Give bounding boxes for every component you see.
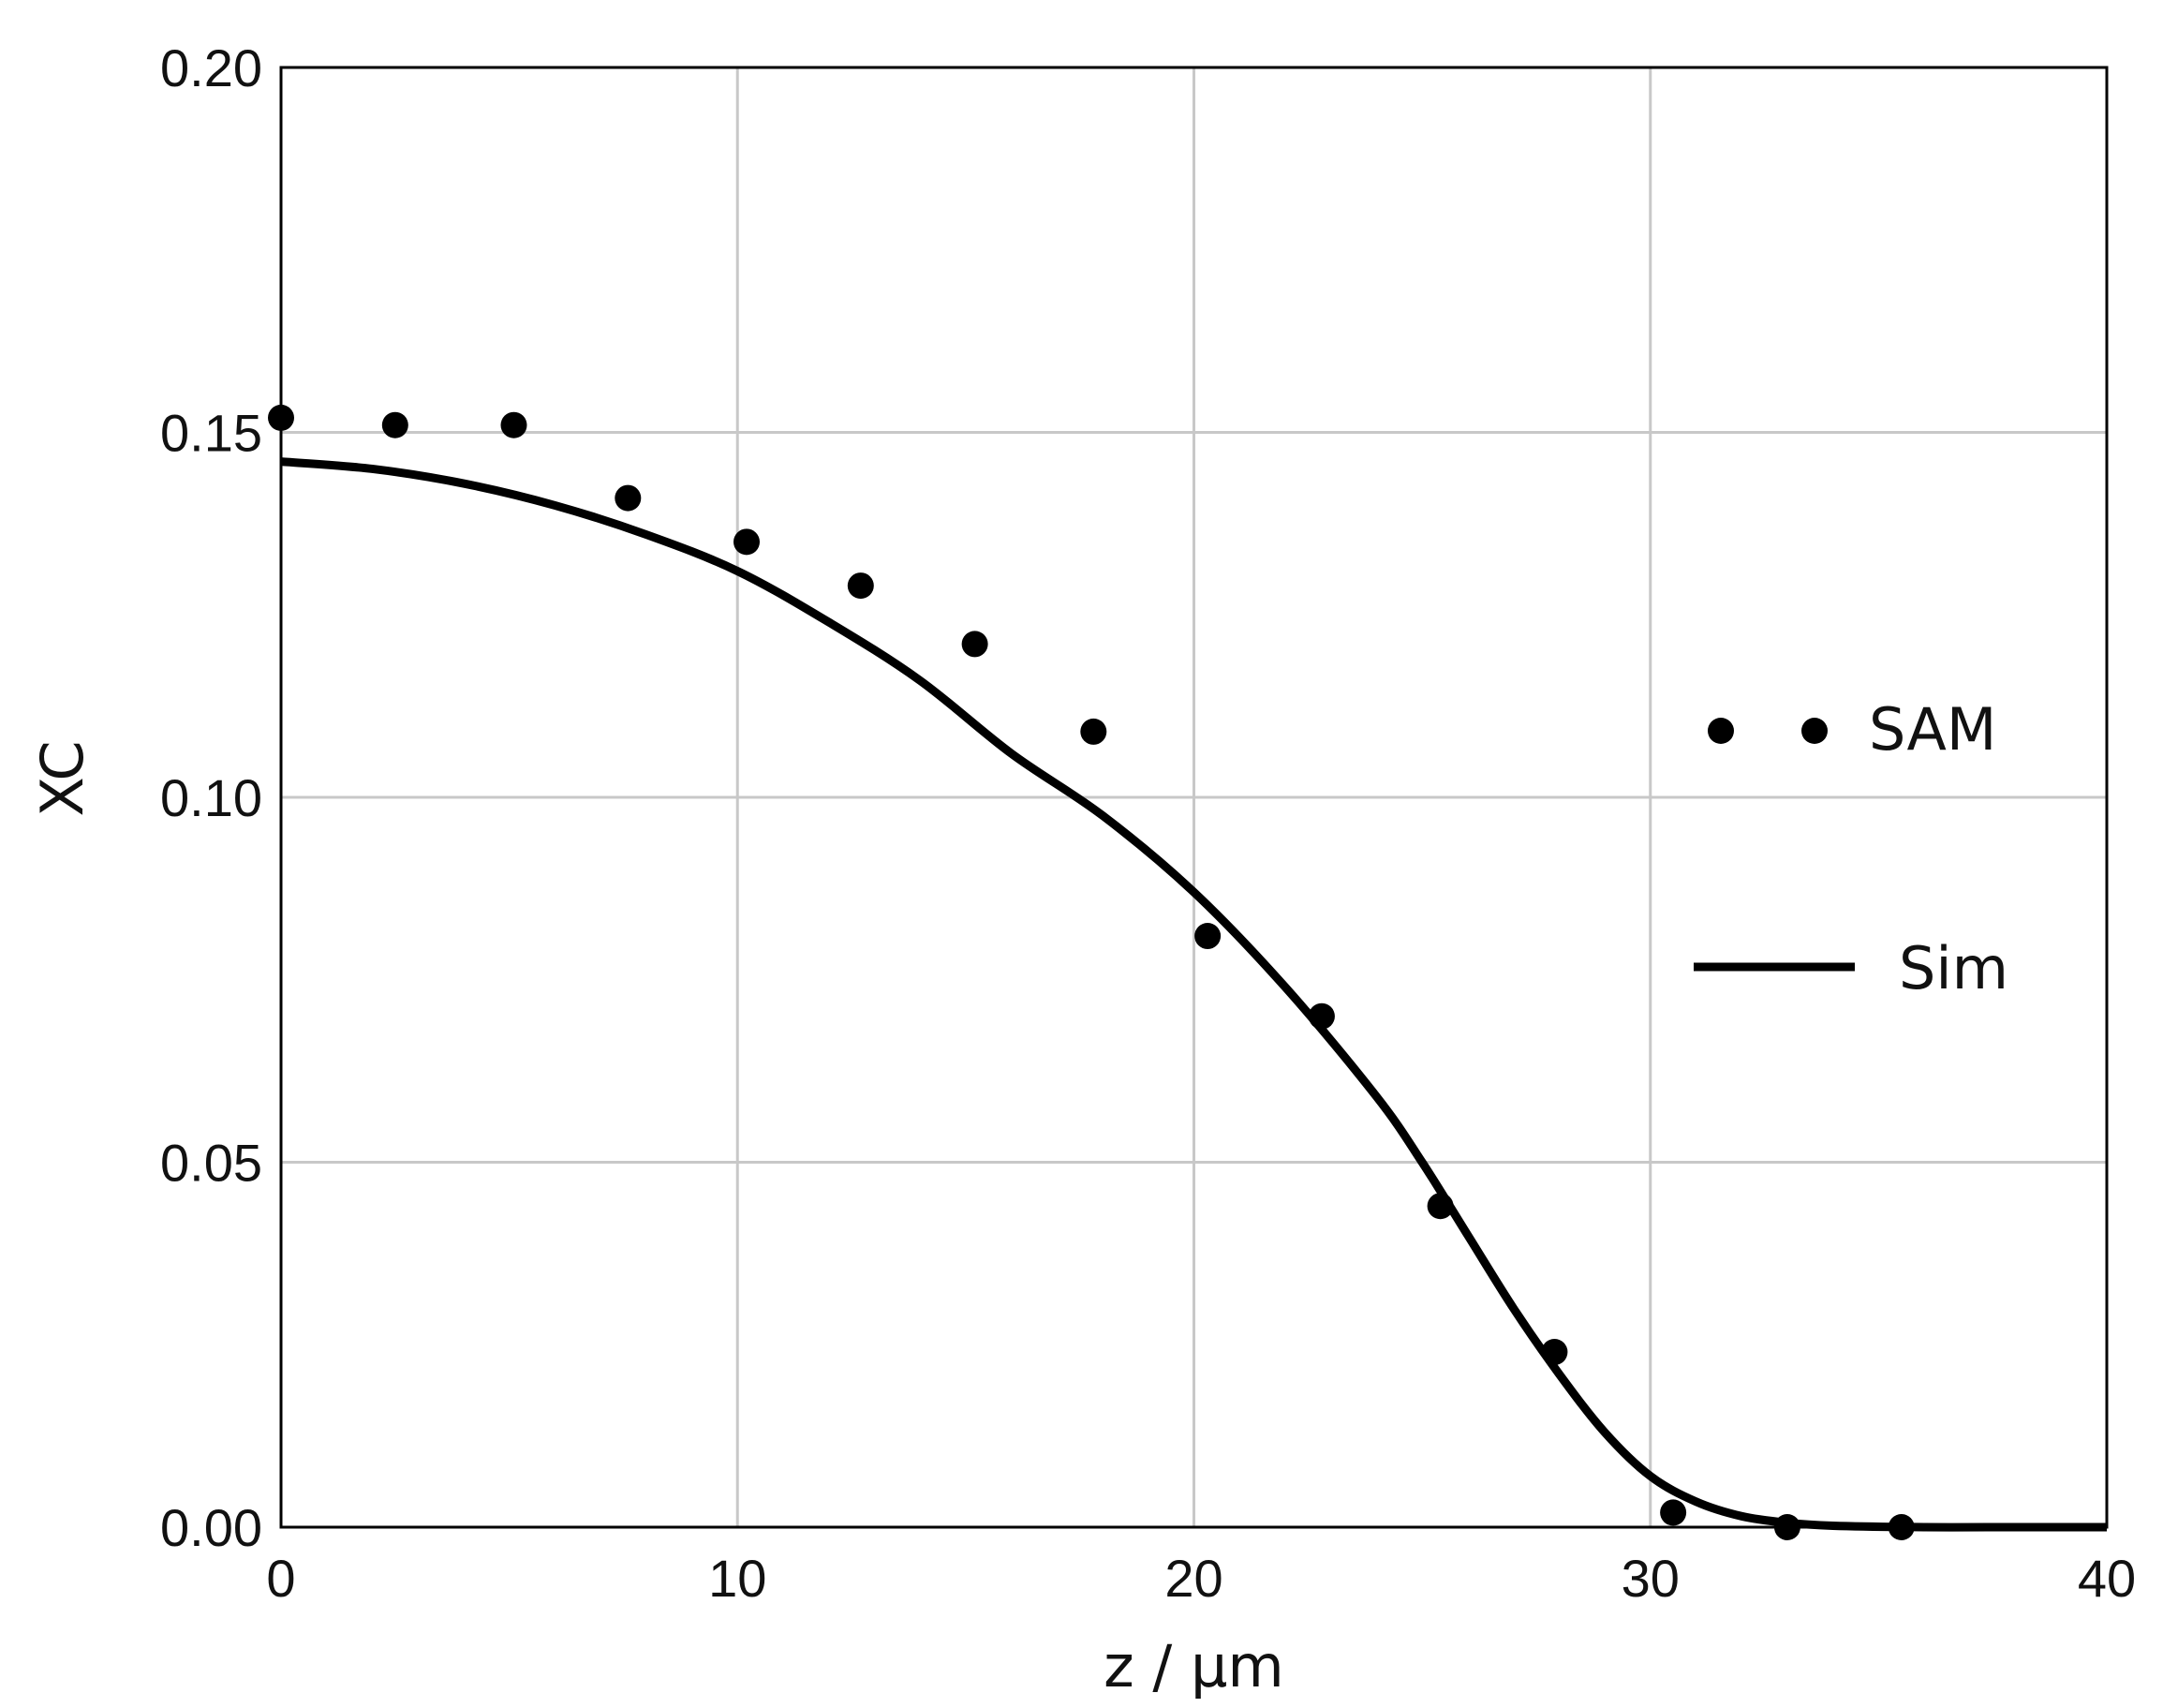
data-point-sam-1 <box>381 411 408 438</box>
legend-marker-sam-dot-2 <box>1801 718 1828 744</box>
data-point-sam-3 <box>615 484 642 512</box>
series-points-sam <box>268 404 1915 1540</box>
data-point-sam-9 <box>1308 1003 1335 1030</box>
data-point-sam-14 <box>1888 1514 1915 1540</box>
data-point-sam-10 <box>1427 1193 1454 1220</box>
data-point-sam-5 <box>847 572 874 600</box>
x-tick-label-4: 40 <box>2078 1549 2136 1608</box>
x-tick-label-2: 20 <box>1164 1549 1222 1608</box>
grid <box>279 66 2109 1529</box>
data-point-sam-0 <box>268 404 294 431</box>
legend-marker-sam-dot-1 <box>1708 718 1734 744</box>
y-tick-label-1: 0.05 <box>160 1134 262 1193</box>
y-axis-label: XC <box>28 740 96 816</box>
legend: SAM Sim <box>1694 695 2008 1003</box>
series-line-sim <box>280 457 2107 1532</box>
y-tick-label-4: 0.20 <box>160 38 262 97</box>
data-point-sam-12 <box>1660 1499 1687 1526</box>
x-axis-label: z / µm <box>1104 1632 1284 1701</box>
data-point-sam-2 <box>500 411 527 438</box>
y-tick-label-0: 0.00 <box>160 1498 262 1557</box>
x-tick-label-1: 10 <box>708 1549 766 1608</box>
y-tick-label-3: 0.15 <box>160 404 262 463</box>
y-tick-labels: 0.00 0.05 0.10 0.15 0.20 <box>160 38 262 1557</box>
x-tick-label-3: 30 <box>1622 1549 1680 1608</box>
data-point-sam-7 <box>1080 718 1107 745</box>
legend-label-sam: SAM <box>1869 695 1996 764</box>
y-tick-label-2: 0.10 <box>160 768 262 827</box>
x-tick-labels: 0 10 20 30 40 <box>266 1549 2136 1608</box>
plot-frame <box>279 66 2109 1529</box>
data-point-sam-4 <box>733 528 760 556</box>
x-tick-label-0: 0 <box>266 1549 295 1608</box>
data-point-sam-11 <box>1541 1339 1568 1366</box>
data-point-sam-6 <box>961 631 988 658</box>
data-point-sam-13 <box>1773 1514 1800 1540</box>
legend-label-sim: Sim <box>1899 934 2008 1003</box>
data-point-sam-8 <box>1194 923 1222 950</box>
